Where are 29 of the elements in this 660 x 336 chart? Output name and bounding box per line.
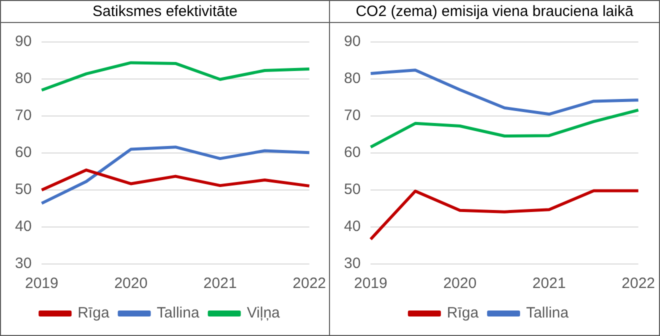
y-tick-label: 70 <box>14 107 32 124</box>
y-tick-label: 40 <box>344 218 361 236</box>
x-tick-label: 2020 <box>114 275 148 292</box>
legend-label: Rīga <box>78 304 110 322</box>
legend-label: Rīga <box>446 304 480 322</box>
legend-label: Viļņa <box>246 304 281 322</box>
y-tick-label: 30 <box>344 255 361 272</box>
x-tick-label: 2019 <box>354 275 388 292</box>
y-tick-label: 90 <box>14 33 32 50</box>
y-tick-label: 50 <box>14 181 32 198</box>
y-tick-label: 80 <box>14 70 32 88</box>
x-tick-label: 2019 <box>24 275 58 292</box>
x-tick-label: 2020 <box>443 275 477 292</box>
x-tick-label: 2022 <box>622 275 656 292</box>
y-tick-label: 70 <box>344 107 361 124</box>
legend-label: Tallina <box>526 304 570 322</box>
y-tick-label: 80 <box>344 70 361 88</box>
y-tick-label: 30 <box>14 255 32 272</box>
y-tick-label: 50 <box>344 181 361 198</box>
chart-title: CO2 (zema) emisija viena brauciena laikā <box>330 1 659 23</box>
legend-label: Tallina <box>156 304 200 322</box>
y-tick-label: 40 <box>14 218 32 236</box>
x-tick-label: 2022 <box>292 275 326 292</box>
chart-title: Satiksmes efektivitāte <box>1 1 329 23</box>
y-tick-label: 90 <box>344 33 361 50</box>
y-tick-label: 60 <box>344 144 361 162</box>
y-tick-label: 60 <box>14 144 32 162</box>
x-tick-label: 2021 <box>203 275 237 292</box>
x-tick-label: 2021 <box>532 275 566 292</box>
